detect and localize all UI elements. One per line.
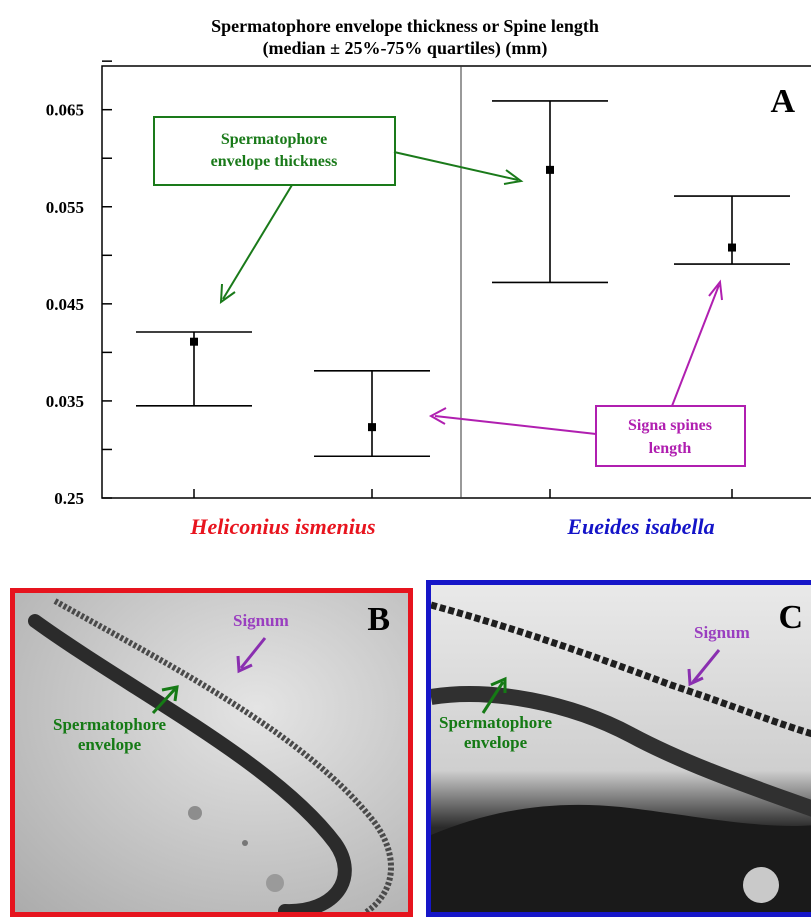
median-point: [546, 165, 554, 174]
median-point: [728, 243, 736, 252]
envelope-arrows: [219, 151, 524, 305]
photo-panel-c: C Signum Spermatophore envelope: [426, 580, 811, 917]
envelope-label-b-line1: Spermatophore: [53, 715, 167, 734]
plot-frame: [101, 65, 811, 499]
x-category-label: Eueides isabella: [566, 514, 714, 539]
panel-letter-b: B: [367, 601, 390, 638]
error-bar-marks: [136, 100, 790, 458]
signum-label-b: Signum: [233, 611, 289, 631]
envelope-annotation-line2: envelope thickness: [211, 153, 338, 170]
spines-annotation-box: [595, 405, 746, 467]
spines-arrows: [428, 279, 723, 435]
plot-border: [101, 65, 811, 499]
spermatophore-envelope-shape: [28, 614, 352, 912]
x-axis: Heliconius ismenius Eueides isabella: [189, 489, 733, 539]
debris-speck: [188, 806, 202, 820]
spines-annotation-line2: length: [649, 440, 692, 457]
x-category-label: Heliconius ismenius: [189, 514, 375, 539]
envelope-label-c-line2: envelope: [463, 733, 528, 752]
envelope-label-b: Spermatophore envelope: [53, 715, 166, 755]
y-tick-label: 0.045: [46, 295, 84, 314]
chart-panel-a: Spermatophore envelope thickness or Spin…: [46, 16, 811, 539]
envelope-label-b-line2: envelope: [77, 735, 142, 754]
chart-title-line2: (median ± 25%-75% quartiles) (mm): [263, 38, 548, 59]
y-tick-label: 0.25: [54, 489, 84, 508]
envelope-annotation-box: [153, 116, 396, 186]
envelope-annotation-line1: Spermatophore: [221, 131, 327, 148]
signum-spines-shape: [53, 598, 394, 912]
spines-annotation-line1: Signa spines: [628, 417, 712, 434]
signum-label-c: Signum: [694, 623, 750, 643]
dark-tissue-mass: [431, 804, 811, 912]
median-point: [368, 423, 376, 432]
debris-speck: [266, 874, 284, 892]
debris-speck: [242, 840, 248, 846]
y-axis: 0.25 0.035 0.045 0.055 0.065: [46, 60, 112, 508]
y-tick-label: 0.065: [46, 101, 84, 120]
y-tick-label: 0.055: [46, 198, 84, 217]
debris-speck: [743, 867, 779, 903]
chart-title-line1: Spermatophore envelope thickness or Spin…: [211, 16, 599, 36]
photo-panel-b: B Signum Spermatophore envelope: [10, 588, 413, 917]
panel-letter-a: A: [770, 83, 795, 120]
envelope-label-c-line1: Spermatophore: [439, 713, 553, 732]
envelope-label-c: Spermatophore envelope: [439, 713, 552, 753]
y-tick-label: 0.035: [46, 392, 84, 411]
signum-spines-shape: [431, 601, 811, 738]
signum-label-c-text: Signum: [694, 623, 750, 642]
signum-label-b-text: Signum: [233, 611, 289, 630]
median-point: [190, 337, 198, 346]
panel-letter-c: C: [778, 599, 803, 636]
